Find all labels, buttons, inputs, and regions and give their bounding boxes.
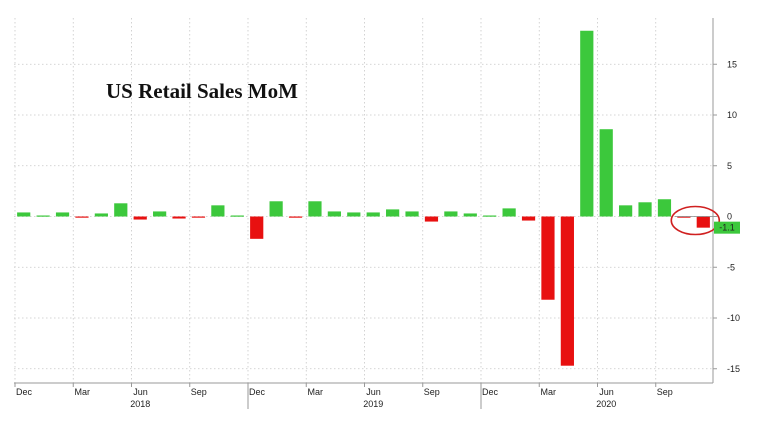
x-tick-label: Jun [599, 387, 614, 397]
bar [677, 216, 691, 218]
bar [327, 211, 341, 217]
bar [366, 212, 380, 217]
y-tick-label: -15 [727, 364, 740, 374]
x-tick-label: Jun [133, 387, 148, 397]
bar [308, 201, 322, 217]
last-value-label: -1.1 [719, 223, 735, 233]
bar [269, 201, 283, 217]
bar [191, 216, 206, 218]
x-tick-label: Sep [191, 387, 207, 397]
bar [599, 129, 613, 217]
bars [17, 30, 710, 366]
bar [211, 205, 225, 217]
x-tick-label: Sep [424, 387, 440, 397]
bar [521, 216, 536, 221]
bar [250, 216, 264, 239]
bar [424, 216, 439, 222]
x-tick-label: Dec [482, 387, 499, 397]
bar [463, 213, 477, 217]
grid-lines [14, 18, 713, 383]
bar [386, 209, 400, 217]
bar [405, 211, 419, 217]
bar [657, 199, 672, 217]
x-tick-label: Jun [366, 387, 381, 397]
year-label: 2019 [363, 399, 383, 409]
chart-title: US Retail Sales MoM [106, 79, 298, 103]
year-label: 2018 [130, 399, 150, 409]
bar [580, 30, 594, 217]
bar [94, 213, 108, 217]
x-tick-label: Mar [75, 387, 91, 397]
bar [17, 212, 31, 217]
y-tick-label: -5 [727, 262, 735, 272]
y-tick-label: 15 [727, 59, 737, 69]
year-label: 2020 [596, 399, 616, 409]
x-tick-label: Mar [541, 387, 557, 397]
bar [347, 212, 361, 217]
x-tick-label: Dec [249, 387, 266, 397]
bar [619, 205, 633, 217]
bar [153, 211, 167, 217]
bar [36, 215, 50, 217]
x-tick-label: Mar [308, 387, 324, 397]
bar [55, 212, 70, 217]
bar [133, 216, 147, 220]
bar [288, 216, 303, 218]
bar [560, 216, 574, 366]
highlight-circle [670, 205, 721, 236]
bar [541, 216, 555, 300]
y-tick-label: 5 [727, 161, 732, 171]
bar [483, 215, 497, 217]
y-tick-label: 0 [727, 212, 732, 222]
y-tick-label: -10 [727, 313, 740, 323]
y-tick-label: 10 [727, 110, 737, 120]
last-value-label-box [714, 221, 740, 234]
bar [172, 216, 186, 219]
bar [230, 215, 244, 217]
labels: 15 10 5 0 -5 -10 -15 Dec Mar Jun Sep Dec Mar Jun Sep De… [14, 59, 740, 409]
bar [638, 202, 652, 217]
bar [444, 211, 458, 217]
axes [14, 18, 714, 384]
x-tick-label: Dec [16, 387, 33, 397]
bar [114, 203, 128, 217]
bar [502, 208, 516, 217]
x-tick-label: Sep [657, 387, 673, 397]
bar [696, 216, 710, 228]
bar [75, 216, 89, 218]
